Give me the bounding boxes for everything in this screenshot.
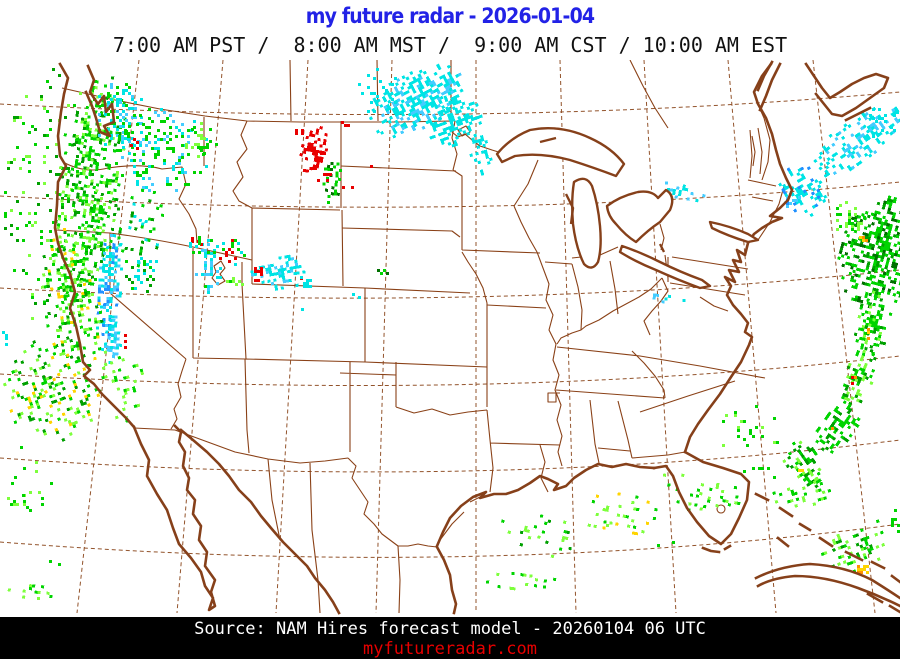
state-borders — [55, 60, 785, 614]
cuba — [754, 562, 900, 608]
map-gridlines — [0, 60, 900, 614]
lake-ontario — [708, 220, 760, 244]
radar-echo-layer — [2, 63, 900, 601]
bahamas — [754, 492, 900, 614]
page-title: my future radar - 2026-01-04 — [305, 4, 595, 28]
florida — [652, 450, 751, 546]
lake-superior — [495, 127, 626, 178]
lake-huron — [605, 188, 674, 244]
site-link[interactable]: myfutureradar.com — [363, 639, 537, 659]
radar-map — [0, 60, 900, 615]
maritimes-coast — [804, 62, 890, 122]
atlantic-coast — [683, 62, 794, 454]
lake-erie — [618, 244, 712, 290]
timezone-subtitle: 7:00 AM PST / 8:00 AM MST / 9:00 AM CST … — [112, 33, 788, 57]
coastline — [53, 60, 900, 615]
baja-california — [132, 424, 217, 612]
puget-sound — [84, 64, 116, 138]
footer-bar: Source: NAM Hires forecast model - 20260… — [0, 617, 900, 659]
st-lawrence — [756, 60, 782, 112]
gulf-coast — [435, 462, 656, 548]
source-text: Source: NAM Hires forecast model - 20260… — [194, 619, 706, 639]
great-lakes — [495, 127, 760, 290]
lake-michigan — [571, 177, 602, 269]
